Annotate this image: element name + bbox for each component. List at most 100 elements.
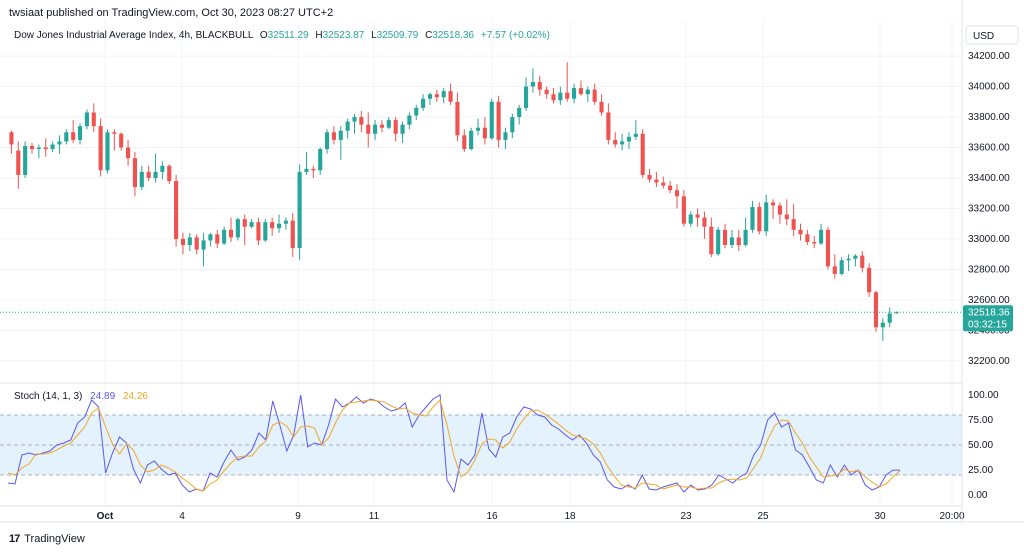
- candle-body: [771, 202, 776, 206]
- published-caption: twsiaat published on TradingView.com, Oc…: [9, 7, 334, 19]
- stoch-d-line: [7, 399, 901, 492]
- candle-body: [441, 91, 446, 98]
- candle-body: [448, 91, 453, 102]
- price-axis-tick: 32600.00: [968, 295, 1010, 306]
- candle-body: [379, 124, 385, 128]
- candle-body: [153, 171, 158, 178]
- candle-body: [860, 255, 865, 268]
- candle-body: [366, 124, 371, 134]
- candle-body: [50, 144, 55, 150]
- candle-body: [565, 92, 570, 99]
- candle-body: [43, 147, 48, 150]
- stoch-axis-tick: 25.00: [968, 465, 993, 476]
- time-axis-tick: 30: [874, 511, 886, 522]
- price-axis-tick: 33400.00: [968, 173, 1010, 184]
- price-axis-tick: 34000.00: [968, 82, 1010, 93]
- tradingview-brand[interactable]: 17 TradingView: [9, 533, 85, 545]
- candle-body: [119, 133, 124, 148]
- candle-body: [599, 101, 604, 113]
- stoch-axis-tick: 75.00: [968, 415, 993, 426]
- candle-body: [215, 234, 220, 244]
- candle-body: [57, 141, 62, 145]
- time-axis-tick: 4: [179, 511, 185, 522]
- candle-body: [462, 135, 467, 150]
- stoch-axis-tick: 100.00: [968, 390, 999, 401]
- candle-body: [91, 112, 96, 127]
- candle-body: [386, 120, 391, 128]
- stoch-k-line: [7, 394, 900, 494]
- candle-body: [558, 92, 563, 101]
- candle-body: [290, 220, 295, 249]
- candle-body: [887, 313, 892, 323]
- change-value: +7.57 (+0.02%): [481, 30, 550, 41]
- candle-body: [194, 237, 199, 250]
- candle-body: [283, 220, 288, 224]
- candle-body: [434, 94, 439, 98]
- candle-body: [256, 222, 261, 241]
- candle-body: [812, 241, 817, 244]
- candle-body: [880, 322, 885, 328]
- stoch-readout: Stoch (14, 1, 3) 24.89 24.26: [14, 391, 148, 402]
- candle-body: [572, 88, 577, 99]
- ohlc-readout: Dow Jones Industrial Average Index, 4h, …: [14, 30, 550, 41]
- last-price-value: 32518.36: [968, 307, 1010, 318]
- candle-body: [784, 214, 789, 220]
- high-value: 32523.87: [323, 30, 365, 41]
- candle-body: [695, 214, 700, 218]
- candle-body: [736, 237, 741, 246]
- candle-body: [9, 132, 14, 145]
- candle-body: [146, 171, 151, 178]
- candle-body: [297, 171, 302, 249]
- candle-body: [235, 219, 240, 238]
- candle-body: [681, 196, 686, 224]
- candle-body: [352, 117, 357, 122]
- candle-body: [36, 147, 41, 150]
- candle-body: [187, 237, 192, 246]
- candle-body: [894, 312, 899, 314]
- candle-body: [331, 132, 336, 140]
- time-axis-tick: 9: [295, 511, 301, 522]
- candle-body: [777, 205, 782, 215]
- candle-body: [523, 86, 529, 108]
- candle-body: [263, 222, 268, 241]
- candle-body: [537, 81, 542, 90]
- stoch-title: Stoch (14, 1, 3): [14, 391, 82, 402]
- candle-body: [23, 145, 28, 175]
- candle-body: [475, 127, 481, 131]
- candle-body: [674, 190, 680, 197]
- candle-body: [174, 181, 179, 239]
- candle-body: [208, 234, 213, 241]
- candle-body: [654, 179, 659, 183]
- candle-body: [64, 132, 69, 142]
- candle-body: [359, 117, 364, 125]
- candle-body: [427, 94, 433, 99]
- open-label: O: [260, 30, 268, 41]
- candle-body: [276, 223, 282, 229]
- stoch-d-value: 24.26: [123, 391, 148, 402]
- low-value: 32509.79: [377, 30, 419, 41]
- candle-body: [585, 89, 590, 95]
- candle-body: [606, 112, 611, 140]
- candle-body: [503, 132, 508, 140]
- candle-body: [626, 136, 632, 142]
- candle-body: [180, 238, 186, 246]
- candle-body: [455, 101, 460, 136]
- candle-body: [29, 145, 35, 150]
- candle-body: [421, 98, 426, 108]
- candle-body: [853, 255, 858, 259]
- candle-body: [132, 158, 137, 188]
- time-axis-tick: 23: [680, 511, 692, 522]
- candle-body: [373, 124, 378, 134]
- candle-body: [105, 132, 110, 171]
- candle-body: [620, 141, 625, 145]
- close-value: 32518.36: [432, 30, 474, 41]
- currency-button[interactable]: USD: [965, 25, 1019, 45]
- candle-body: [709, 226, 714, 255]
- time-axis-tick: 25: [757, 511, 769, 522]
- candle-body: [510, 117, 515, 133]
- candle-body: [98, 126, 103, 171]
- candle-body: [414, 107, 419, 116]
- candle-body: [757, 206, 762, 232]
- candle-body: [77, 126, 83, 140]
